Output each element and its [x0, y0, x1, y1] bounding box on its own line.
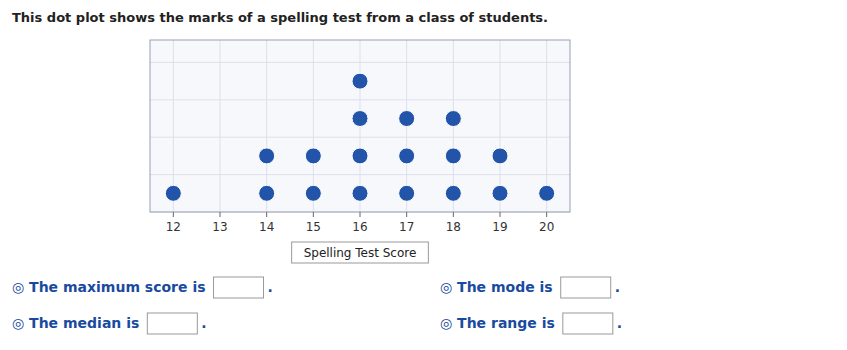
- dot: [492, 185, 508, 201]
- x-tick-label: 17: [399, 220, 414, 234]
- answer-box[interactable]: [214, 277, 264, 298]
- answer-row: ◎ The range is.: [440, 313, 622, 334]
- answer-prompt: ◎ The mode is: [440, 279, 553, 295]
- grid-line-y: [150, 99, 570, 100]
- dot: [305, 185, 321, 201]
- grid-line-y: [150, 137, 570, 138]
- dot: [445, 148, 461, 164]
- answer-end: .: [615, 279, 620, 295]
- answer-end: .: [268, 279, 273, 295]
- x-tick-label: 12: [166, 220, 181, 234]
- answer-row: ◎ The mode is.: [440, 277, 620, 298]
- answer-prompt: ◎ The maximum score is: [12, 279, 206, 295]
- x-tick: [546, 212, 547, 217]
- grid-line-x: [220, 40, 221, 212]
- dot: [492, 148, 508, 164]
- dot: [165, 185, 181, 201]
- dot: [352, 185, 368, 201]
- answer-row: ◎ The maximum score is.: [12, 277, 273, 298]
- dots: [165, 73, 554, 201]
- x-tick-label: 19: [492, 220, 507, 234]
- dot: [305, 148, 321, 164]
- grid-line-y: [150, 174, 570, 175]
- dot: [399, 185, 415, 201]
- dot: [352, 148, 368, 164]
- x-tick-label: 18: [446, 220, 461, 234]
- x-axis-label-box: [292, 242, 429, 263]
- answer-prompt: ◎ The range is: [440, 315, 555, 331]
- answer-box[interactable]: [147, 313, 197, 334]
- answer-box[interactable]: [561, 277, 611, 298]
- x-tick-label: 15: [306, 220, 321, 234]
- dot: [445, 111, 461, 127]
- dot: [399, 111, 415, 127]
- grid-line-y: [150, 62, 570, 63]
- plot-frame: [150, 40, 570, 212]
- x-axis-label: Spelling Test Score: [304, 246, 417, 260]
- answer-end: .: [201, 315, 206, 331]
- dot: [259, 185, 275, 201]
- dot: [399, 148, 415, 164]
- x-tick: [406, 212, 407, 217]
- x-axis: 12 13 14 15 16 17 18 19 20: [166, 212, 555, 234]
- x-tick-label: 14: [259, 220, 274, 234]
- x-tick: [313, 212, 314, 217]
- dot: [445, 185, 461, 201]
- dot: [352, 73, 368, 89]
- x-tick: [360, 212, 361, 217]
- x-tick-label: 13: [212, 220, 227, 234]
- answer-prompt: ◎ The median is: [12, 315, 139, 331]
- x-tick: [220, 212, 221, 217]
- answer-row: ◎ The median is.: [12, 313, 207, 334]
- dot: [539, 185, 555, 201]
- dot: [352, 111, 368, 127]
- plot-area: [150, 40, 570, 212]
- grid: [150, 40, 570, 212]
- x-tick: [266, 212, 267, 217]
- x-tick: [173, 212, 174, 217]
- x-tick: [453, 212, 454, 217]
- answer-end: .: [617, 315, 622, 331]
- chart-root: This dot plot shows the marks of a spell…: [0, 0, 847, 350]
- answer-box[interactable]: [563, 313, 613, 334]
- x-tick-label: 20: [539, 220, 554, 234]
- chart-title: This dot plot shows the marks of a spell…: [12, 10, 548, 25]
- dot: [259, 148, 275, 164]
- x-tick-label: 16: [352, 220, 367, 234]
- x-tick: [500, 212, 501, 217]
